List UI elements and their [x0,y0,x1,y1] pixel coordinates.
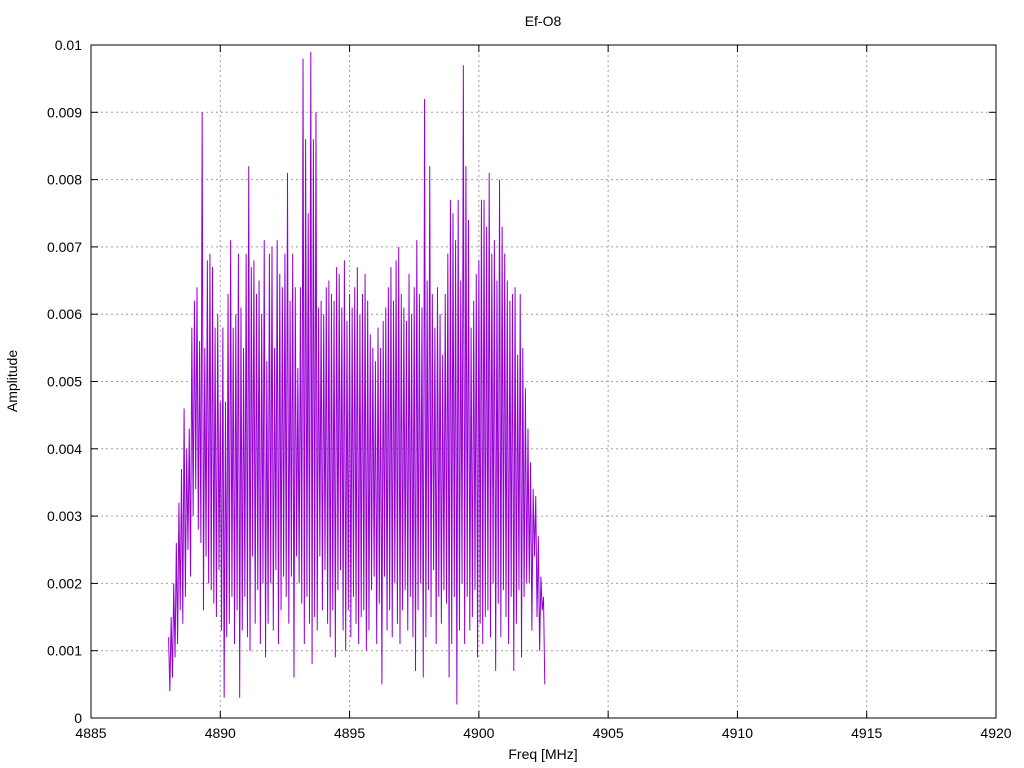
y-tick-label: 0.01 [55,37,82,53]
y-tick-label: 0.009 [47,104,82,120]
y-tick-label: 0.008 [47,172,82,188]
plot-frame [90,44,997,719]
x-tick-label: 4910 [722,725,753,741]
x-tick-label: 4885 [75,725,106,741]
y-tick-label: 0.005 [47,374,82,390]
series-group [168,51,546,705]
y-tick-label: 0.001 [47,643,82,659]
x-tick-label: 4920 [980,725,1011,741]
x-tick-label: 4905 [593,725,624,741]
chart-title: Ef-O8 [525,13,562,29]
y-tick-label: 0 [74,710,82,726]
x-tick-label: 4915 [851,725,882,741]
tick-labels: 4885 4890 4895 4900 4905 4910 4915 4920 0 0.001 0.… [47,37,1012,741]
x-tick-label: 4900 [463,725,494,741]
y-tick-label: 0.006 [47,306,82,322]
x-tick-label: 4890 [205,725,236,741]
y-tick-label: 0.007 [47,239,82,255]
series-line [168,51,546,705]
y-tick-label: 0.002 [47,575,82,591]
y-tick-label: 0.004 [47,441,82,457]
x-tick-label: 4895 [334,725,365,741]
y-axis-label: Amplitude [4,350,20,412]
y-tick-label: 0.003 [47,508,82,524]
x-axis-label: Freq [MHz] [508,746,577,762]
